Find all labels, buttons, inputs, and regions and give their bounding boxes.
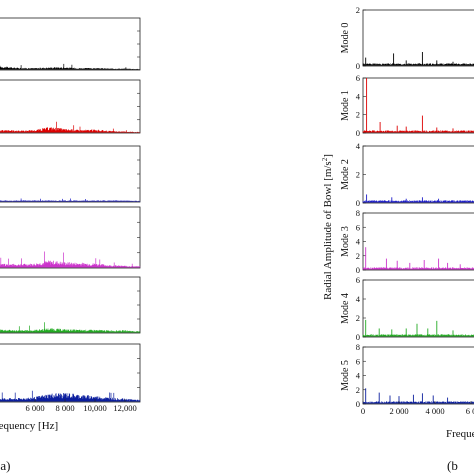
noise-floor	[362, 267, 474, 270]
y-tick-label: 2	[356, 313, 360, 323]
spectrum-trace	[0, 63, 141, 70]
panel-a-frame	[0, 79, 141, 134]
panel-b-frame	[362, 212, 474, 271]
y-tick-label: 8	[356, 208, 360, 218]
y-tick-label: 2	[356, 170, 360, 180]
x-tick-label: 2 000	[389, 406, 408, 416]
y-tick-label: 0	[356, 399, 360, 409]
y-axis-label-text: Radial Amplitude of Bowl [m/s	[322, 161, 334, 300]
y-tick-label: 0	[356, 128, 360, 138]
spectrum-trace	[0, 390, 141, 402]
mode-label: Mode 2	[340, 159, 351, 190]
y-tick-label: 4	[356, 91, 361, 101]
y-tick-label: 6	[356, 73, 360, 83]
noise-floor	[362, 130, 474, 133]
y-tick-label: 4	[356, 294, 361, 304]
panel-a-frame	[0, 276, 141, 334]
panel-a-frame	[0, 206, 141, 269]
y-tick-label: 6	[356, 356, 360, 366]
panel-b-frame	[362, 9, 474, 67]
x-tick-label: 4 000	[425, 406, 444, 416]
noise-floor	[362, 200, 474, 203]
y-tick-label: 0	[356, 198, 360, 208]
y-tick-label: 4	[356, 141, 361, 151]
y-tick-label: 4	[356, 237, 361, 247]
x-tick-label: 10,000	[83, 403, 106, 413]
x-tick-label: 6 0	[466, 406, 474, 416]
x-tick-label: 6 000	[25, 403, 44, 413]
panel-b-x-axis-label: Freque	[446, 428, 474, 440]
panel-b-frame	[362, 145, 474, 204]
x-tick-label: 0	[361, 406, 365, 416]
panel-a: 6 000 8 000 10,000 12,000	[0, 17, 141, 413]
y-axis-label-superscript: 2	[321, 157, 329, 161]
y-tick-label: 4	[356, 371, 361, 381]
y-tick-label: 0	[356, 61, 360, 71]
y-axis-label-end: ]	[322, 154, 334, 158]
y-tick-label: 2	[356, 251, 360, 261]
spectrum-trace	[0, 251, 141, 268]
spectrum-trace	[0, 198, 141, 202]
x-tick-label: 12,000	[113, 403, 136, 413]
mode-label: Mode 1	[340, 90, 351, 121]
panel-a-frame	[0, 343, 141, 403]
y-tick-label: 0	[356, 265, 360, 275]
y-tick-label: 6	[356, 222, 360, 232]
spectrum-trace	[0, 322, 141, 333]
noise-floor	[362, 63, 474, 66]
panel-b: 0 2 Mode 0 0 2 4 6 Mode 1 0 2 4 Mode 2 0 2 4 6 8 Mode 3 0 2…	[340, 5, 474, 416]
panel-b-y-axis-label: Radial Amplitude of Bowl [m/s2]	[321, 154, 334, 300]
panel-b-label: (b	[447, 458, 458, 473]
mode-label: Mode 5	[340, 360, 351, 391]
panel-a-frame	[0, 145, 141, 203]
mode-label: Mode 3	[340, 226, 351, 257]
y-tick-label: 0	[356, 332, 360, 342]
panel-b-frame	[362, 77, 474, 134]
y-tick-label: 8	[356, 342, 360, 352]
y-tick-label: 6	[356, 275, 360, 285]
mode-label: Mode 0	[340, 23, 351, 54]
panel-b-frame	[362, 279, 474, 338]
x-tick-label: 8 000	[55, 403, 74, 413]
panel-a-x-axis-label: requency [Hz]	[0, 420, 58, 432]
spectrum-trace	[0, 121, 141, 133]
panel-a-frame	[0, 17, 141, 71]
y-tick-label: 2	[356, 385, 360, 395]
panel-a-label: (a)	[0, 458, 10, 473]
mode-label: Mode 4	[340, 293, 351, 324]
y-tick-label: 2	[356, 110, 360, 120]
y-tick-label: 2	[356, 5, 360, 15]
